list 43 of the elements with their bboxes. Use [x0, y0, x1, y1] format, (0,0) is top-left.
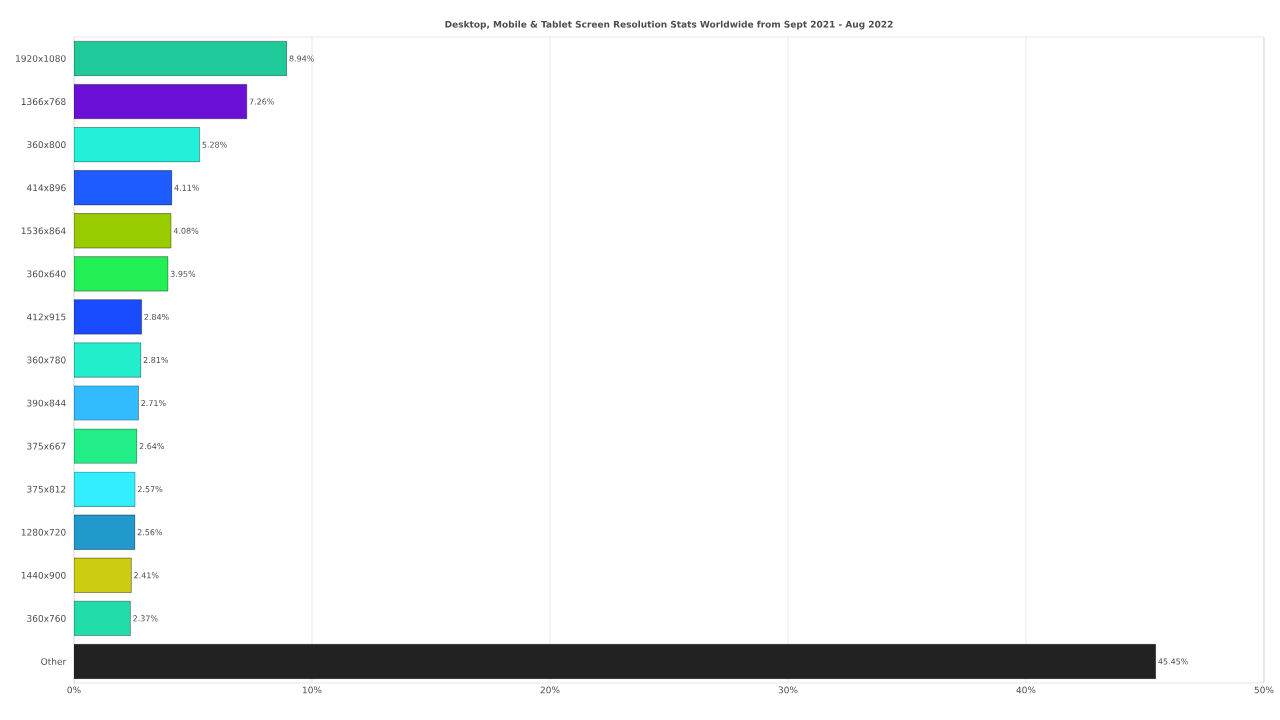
y-tick-label: Other [41, 657, 67, 665]
data-label: 7.26% [249, 98, 274, 105]
data-label: 2.64% [139, 443, 164, 450]
data-label: 45.45% [1158, 658, 1188, 665]
bar [74, 170, 173, 206]
y-tick-label: 360x780 [27, 356, 66, 364]
x-tick-label: 20% [540, 686, 560, 694]
x-tick-label: 0% [67, 686, 81, 694]
y-tick-label: 1440x900 [21, 571, 66, 579]
y-tick-label: 375x812 [27, 485, 66, 493]
data-label: 5.28% [202, 141, 227, 148]
y-tick-label: 412x915 [26, 313, 66, 321]
x-tick-label: 10% [302, 686, 322, 694]
data-label: 4.08% [173, 227, 199, 234]
bar [74, 213, 172, 249]
y-tick-label: 1536x864 [21, 227, 66, 235]
bar [74, 644, 1156, 679]
y-tick-label: 390x844 [27, 399, 66, 407]
y-tick-label: 1366x768 [21, 98, 66, 105]
data-label: 8.94% [289, 55, 314, 62]
data-label: 2.84% [144, 313, 169, 320]
y-tick-label: 360x640 [27, 270, 66, 278]
bar [74, 256, 169, 292]
y-tick-label: 360x800 [27, 141, 66, 149]
data-label: 4.11% [174, 184, 199, 191]
data-label: 2.41% [134, 572, 159, 579]
y-tick-label: 1280x720 [21, 528, 66, 536]
chart-title: Desktop, Mobile & Tablet Screen Resolution Stats Worldwide from Sept 2021 - Aug 2022 [445, 20, 893, 30]
data-label: 3.95% [170, 270, 196, 277]
data-label: 2.71% [141, 400, 166, 407]
y-tick-label: 375x667 [27, 442, 66, 450]
y-tick-label: 360x760 [27, 614, 66, 622]
data-label: 2.56% [137, 529, 163, 536]
data-label: 2.37% [133, 615, 158, 622]
x-tick-label: 50% [1254, 686, 1274, 694]
x-tick-label: 40% [1016, 686, 1036, 694]
x-tick-label: 30% [778, 686, 798, 694]
data-label: 2.57% [137, 486, 163, 493]
data-label: 2.81% [143, 356, 169, 364]
bar [74, 428, 138, 464]
bar [74, 471, 136, 507]
y-tick-label: 1920x1080 [16, 55, 66, 62]
y-tick-label: 414x896 [26, 184, 66, 192]
